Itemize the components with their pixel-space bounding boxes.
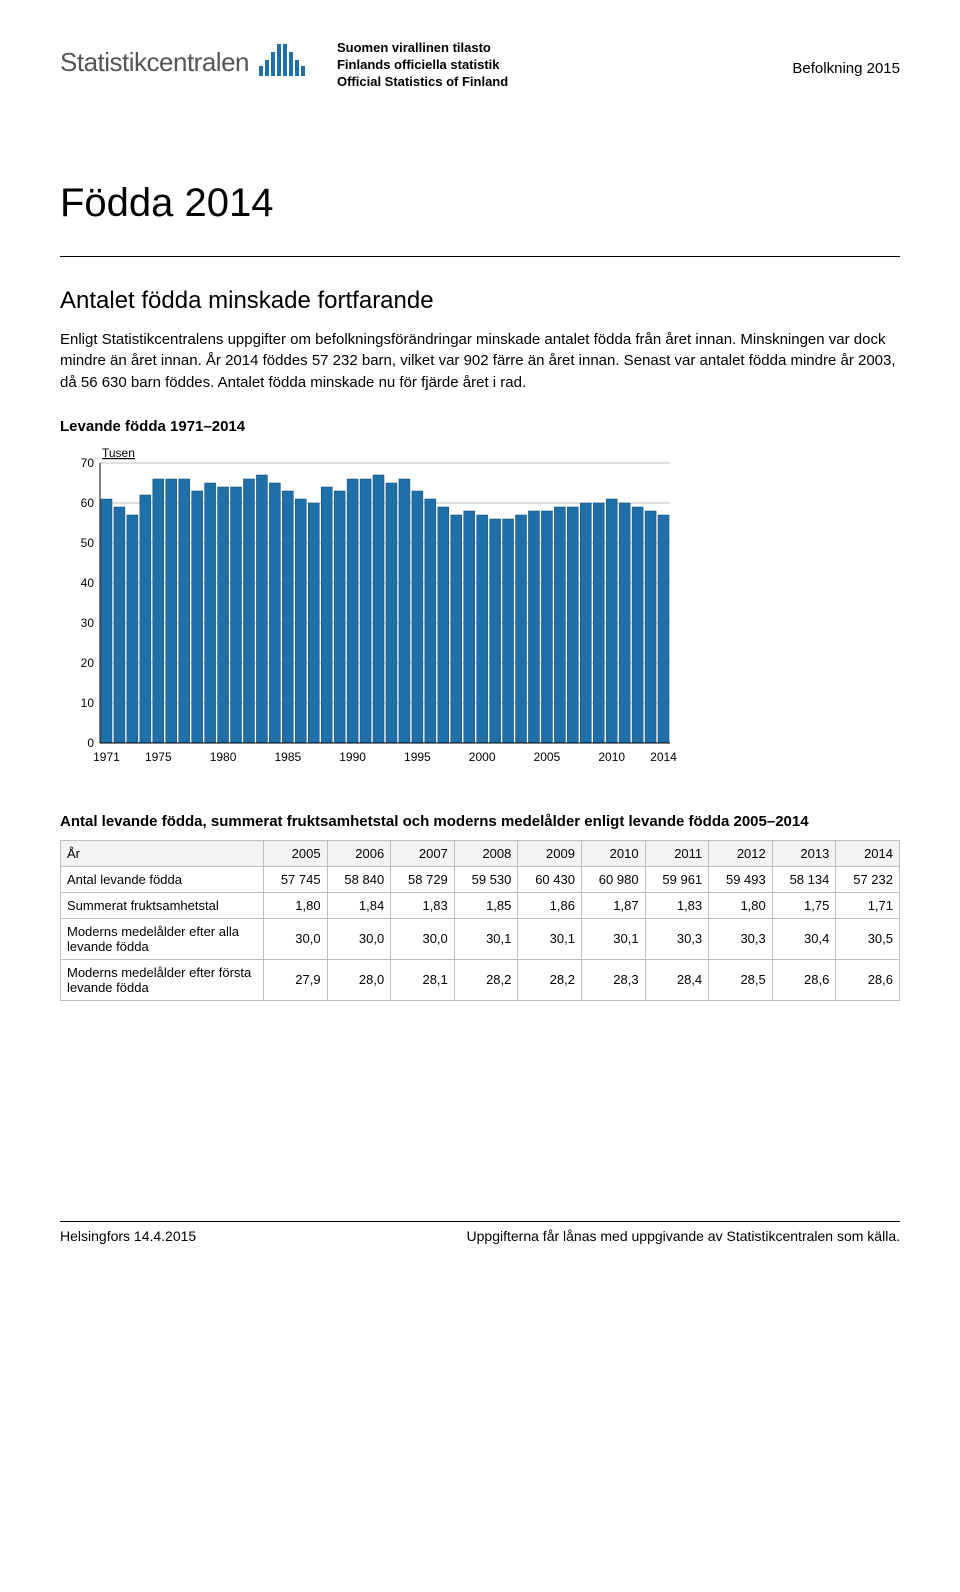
table-cell: 30,0 [391, 918, 455, 959]
chart-title: Levande födda 1971–2014 [60, 418, 900, 435]
table-cell: 28,5 [709, 959, 773, 1000]
table-title: Antal levande födda, summerat fruktsamhe… [60, 813, 820, 830]
table-header-cell: 2013 [772, 840, 836, 866]
svg-text:10: 10 [81, 696, 95, 710]
table-cell: 58 134 [772, 866, 836, 892]
table-cell: 27,9 [264, 959, 328, 1000]
svg-text:1995: 1995 [404, 750, 431, 764]
table-cell: 57 232 [836, 866, 900, 892]
table-cell: 1,71 [836, 892, 900, 918]
table-row: Summerat fruktsamhetstal1,801,841,831,85… [61, 892, 900, 918]
brand-logo: Statistikcentralen [60, 40, 307, 84]
table-cell: 30,5 [836, 918, 900, 959]
official-stats-label: Suomen virallinen tilasto Finlands offic… [337, 40, 508, 91]
table-cell: 1,86 [518, 892, 582, 918]
table-cell: 1,84 [327, 892, 391, 918]
table-cell: 60 980 [581, 866, 645, 892]
table-cell: 30,3 [709, 918, 773, 959]
svg-text:2014: 2014 [650, 750, 677, 764]
table-cell: 1,80 [709, 892, 773, 918]
svg-text:60: 60 [81, 496, 95, 510]
table-cell: 28,2 [454, 959, 518, 1000]
footer: Helsingfors 14.4.2015 Uppgifterna får lå… [60, 1221, 900, 1244]
table-row: Moderns medelålder efter alla levande fö… [61, 918, 900, 959]
svg-text:0: 0 [87, 736, 94, 750]
footer-right: Uppgifterna får lånas med uppgivande av … [467, 1228, 900, 1244]
category-label: Befolkning 2015 [792, 40, 900, 77]
row-label: Summerat fruktsamhetstal [61, 892, 264, 918]
svg-text:50: 50 [81, 536, 95, 550]
table-cell: 30,1 [581, 918, 645, 959]
row-label: Antal levande födda [61, 866, 264, 892]
official-line-1: Suomen virallinen tilasto [337, 40, 508, 57]
table-cell: 30,0 [327, 918, 391, 959]
svg-text:2010: 2010 [598, 750, 625, 764]
table-cell: 28,6 [772, 959, 836, 1000]
table-cell: 60 430 [518, 866, 582, 892]
table-cell: 28,3 [581, 959, 645, 1000]
table-cell: 1,83 [645, 892, 709, 918]
row-label: Moderns medelålder efter första levande … [61, 959, 264, 1000]
header: Statistikcentralen [60, 40, 900, 91]
svg-text:Tusen: Tusen [102, 446, 135, 460]
table-header-cell: 2006 [327, 840, 391, 866]
table-cell: 28,4 [645, 959, 709, 1000]
row-label: Moderns medelålder efter alla levande fö… [61, 918, 264, 959]
table-row: Moderns medelålder efter första levande … [61, 959, 900, 1000]
body-paragraph: Enligt Statistikcentralens uppgifter om … [60, 329, 900, 394]
table-header-cell: 2014 [836, 840, 900, 866]
table-cell: 30,1 [454, 918, 518, 959]
table-cell: 59 493 [709, 866, 773, 892]
table-cell: 58 840 [327, 866, 391, 892]
official-line-3: Official Statistics of Finland [337, 74, 508, 91]
svg-text:2000: 2000 [469, 750, 496, 764]
table-cell: 1,83 [391, 892, 455, 918]
table-header-cell: 2009 [518, 840, 582, 866]
svg-text:20: 20 [81, 656, 95, 670]
table-header-cell: 2007 [391, 840, 455, 866]
svg-text:1985: 1985 [274, 750, 301, 764]
svg-text:1980: 1980 [210, 750, 237, 764]
table-cell: 30,4 [772, 918, 836, 959]
svg-text:40: 40 [81, 576, 95, 590]
table-cell: 30,3 [645, 918, 709, 959]
svg-text:2005: 2005 [534, 750, 561, 764]
subtitle: Antalet födda minskade fortfarande [60, 287, 900, 315]
table-header-cell: 2012 [709, 840, 773, 866]
official-line-2: Finlands officiella statistik [337, 57, 508, 74]
table-header-cell: 2010 [581, 840, 645, 866]
table-cell: 28,6 [836, 959, 900, 1000]
svg-text:1971: 1971 [93, 750, 120, 764]
table-cell: 57 745 [264, 866, 328, 892]
table-cell: 1,75 [772, 892, 836, 918]
table-header-cell: 2011 [645, 840, 709, 866]
table-cell: 59 961 [645, 866, 709, 892]
table-row: Antal levande födda57 74558 84058 72959 … [61, 866, 900, 892]
table-cell: 28,0 [327, 959, 391, 1000]
bar-chart: Tusen 0 10 20 30 40 50 60 70 1971 1975 1980 1985 1990… [60, 443, 680, 773]
table-cell: 28,2 [518, 959, 582, 1000]
svg-text:70: 70 [81, 456, 95, 470]
brand-name: Statistikcentralen [60, 47, 249, 78]
table-cell: 30,0 [264, 918, 328, 959]
divider [60, 256, 900, 257]
table-cell: 1,85 [454, 892, 518, 918]
svg-text:30: 30 [81, 616, 95, 630]
table-cell: 28,1 [391, 959, 455, 1000]
footer-left: Helsingfors 14.4.2015 [60, 1228, 196, 1244]
page-title: Födda 2014 [60, 181, 900, 226]
svg-text:1990: 1990 [339, 750, 366, 764]
brand-bars-icon [257, 40, 307, 84]
table-header-cell: År [61, 840, 264, 866]
table-header-cell: 2005 [264, 840, 328, 866]
table-cell: 1,80 [264, 892, 328, 918]
table-header-cell: 2008 [454, 840, 518, 866]
table-cell: 30,1 [518, 918, 582, 959]
table-cell: 58 729 [391, 866, 455, 892]
table-cell: 59 530 [454, 866, 518, 892]
data-table: År20052006200720082009201020112012201320… [60, 840, 900, 1001]
table-cell: 1,87 [581, 892, 645, 918]
svg-text:1975: 1975 [145, 750, 172, 764]
